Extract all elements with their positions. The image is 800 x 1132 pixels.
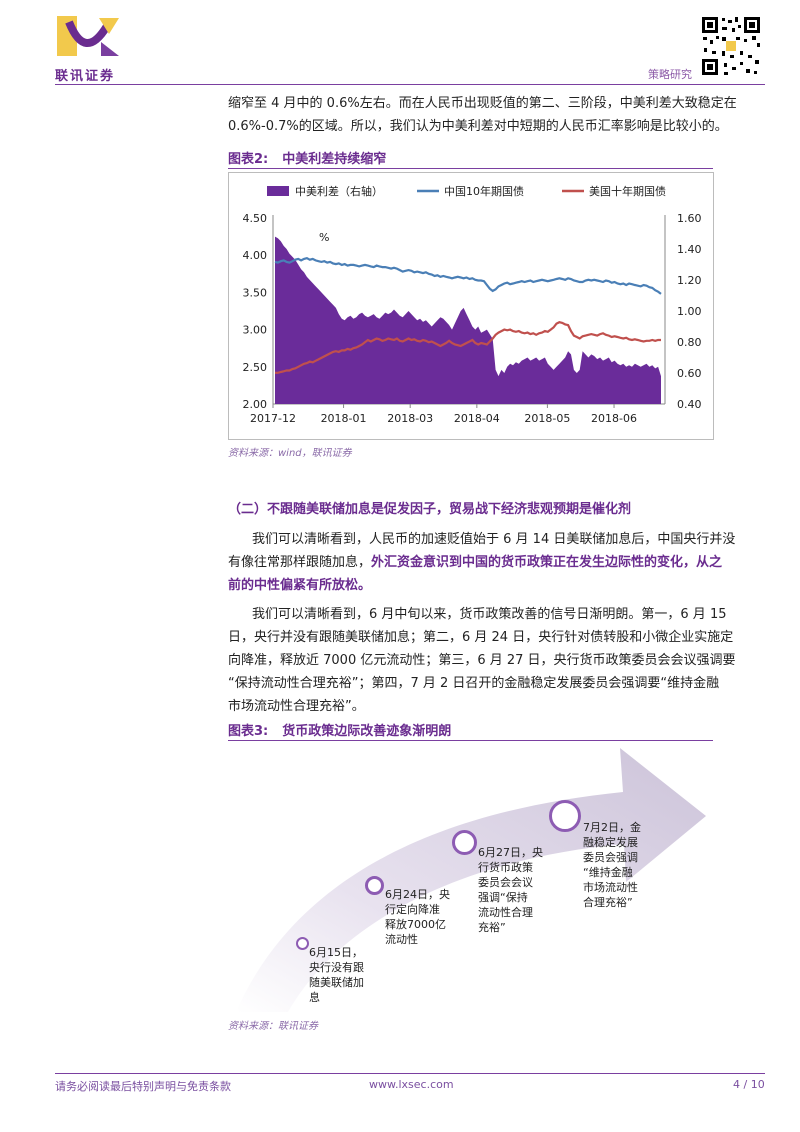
figure3-title-rule <box>228 740 713 741</box>
company-logo <box>55 12 121 64</box>
x-tick-label: 2018-05 <box>524 412 570 425</box>
y-left-tick-label: 2.50 <box>243 361 268 374</box>
intro-line-2: 0.6%-0.7%的区域。所以，我们认为中美利差对中短期的人民币汇率影响是比较小… <box>228 119 728 134</box>
footer-page-number: 4 / 10 <box>733 1078 765 1091</box>
section2-p1-line3: 前的中性偏紧有所放松。 <box>228 578 372 593</box>
y-right-tick-label: 1.00 <box>677 305 702 318</box>
section2-p1-line2: 有像往常那样跟随加息，外汇资金意识到中国的货币政策正在发生边际性的变化，从之 <box>228 551 722 574</box>
figure3-source: 资料来源：联讯证券 <box>228 1021 318 1032</box>
timeline-diagram <box>228 744 713 1012</box>
legend-label-us: 美国十年期国债 <box>589 184 666 198</box>
y-left-tick-label: 3.50 <box>243 286 268 299</box>
figure2-source: 资料来源：wind，联讯证券 <box>228 448 352 459</box>
header-rule <box>55 84 765 85</box>
chart-svg: 中美利差（右轴） 中国10年期国债 美国十年期国债 % 2.00 2.50 3.00… <box>243 184 702 425</box>
y-right-tick-label: 1.60 <box>677 212 702 225</box>
timeline-event-4: 7月2日，金 融稳定发展 委员会强调 “维持金融 市场流动性 合理充裕” <box>583 821 641 909</box>
timeline-marker-3 <box>452 830 477 855</box>
y-right-tick-label: 0.60 <box>677 367 702 380</box>
section2-heading: （二）不跟随美联储加息是促发因子，贸易战下经济悲观预期是催化剂 <box>228 502 632 517</box>
x-tick-label: 2018-01 <box>321 412 367 425</box>
y-left-tick-label: 4.00 <box>243 249 268 262</box>
figure2-number: 图表2: <box>228 152 269 167</box>
x-tick-label: 2017-12 <box>250 412 296 425</box>
y-right-tick-label: 0.80 <box>677 336 702 349</box>
timeline-marker-2 <box>365 876 384 895</box>
timeline-marker-4 <box>549 800 581 832</box>
qr-code <box>700 15 762 77</box>
timeline-arrow <box>236 748 706 1012</box>
figure2-title: 图表2: 中美利差持续缩窄 <box>228 148 386 167</box>
figure3-number: 图表3: <box>228 724 269 739</box>
section2-p1-highlight: 外汇资金意识到中国的货币政策正在发生边际性的变化，从之 <box>371 555 723 570</box>
timeline-marker-1 <box>296 937 309 950</box>
series-area-spread <box>275 236 661 404</box>
section-label: 策略研究 <box>648 68 692 81</box>
section2-p1-line2-a: 有像往常那样跟随加息， <box>228 555 372 570</box>
x-tick-label: 2018-06 <box>591 412 637 425</box>
legend-swatch-spread <box>267 186 289 196</box>
section2-p2-line5: 市场流动性合理充裕”。 <box>228 699 365 714</box>
section2-p2-line2: 日，央行并没有跟随美联储加息；第二，6 月 24 日，央行针对债转股和小微企业实… <box>228 630 734 645</box>
legend-label-spread: 中美利差（右轴） <box>295 184 383 198</box>
series-line-us-10y <box>275 321 661 374</box>
figure3-caption: 货币政策边际改善迹象渐明朗 <box>282 724 452 739</box>
legend-label-china: 中国10年期国债 <box>444 184 524 198</box>
footer-url[interactable]: www.lxsec.com <box>369 1078 454 1091</box>
section2-p2-line4: “保持流动性合理充裕”；第四，7 月 2 日召开的金融稳定发展委员会强调要“维持… <box>228 676 720 691</box>
y-left-tick-label: 4.50 <box>243 212 268 225</box>
y-left-tick-label: 3.00 <box>243 324 268 337</box>
intro-line-1: 缩窄至 4 月中的 0.6%左右。而在人民币出现贬值的第二、三阶段，中美利差大致… <box>228 96 737 111</box>
y-right-tick-label: 0.40 <box>677 398 702 411</box>
y-right-tick-label: 1.40 <box>677 243 702 256</box>
x-tick-label: 2018-03 <box>387 412 433 425</box>
y-unit-label: % <box>319 231 329 244</box>
footer-rule <box>55 1073 765 1074</box>
logo-text: 联讯证券 <box>55 69 116 84</box>
y-left-tick-label: 2.00 <box>243 398 268 411</box>
figure2-caption: 中美利差持续缩窄 <box>282 152 387 167</box>
spread-chart: 中美利差（右轴） 中国10年期国债 美国十年期国债 % 2.00 2.50 3.00… <box>228 172 714 440</box>
section2-p2-line3: 向降准，释放近 7000 亿元流动性；第三，6 月 27 日，央行货币政策委员会… <box>228 653 736 668</box>
footer-disclaimer: 请务必阅读最后特别声明与免责条款 <box>55 1080 231 1093</box>
x-tick-label: 2018-04 <box>454 412 500 425</box>
section2-p2-line1: 我们可以清晰看到，6 月中旬以来，货币政策改善的信号日渐明朗。第一，6 月 15 <box>252 607 727 622</box>
y-right-tick-label: 1.20 <box>677 274 702 287</box>
section2-p1-line1: 我们可以清晰看到，人民币的加速贬值始于 6 月 14 日美联储加息后，中国央行并… <box>252 532 736 547</box>
series-line-china-10y <box>274 257 662 295</box>
timeline-event-3: 6月27日，央 行货币政策 委员会会议 强调“保持 流动性合理 充裕” <box>478 846 543 934</box>
figure3-title: 图表3: 货币政策边际改善迹象渐明朗 <box>228 720 451 739</box>
timeline-event-1: 6月15日， 央行没有跟 随美联储加 息 <box>309 946 364 1004</box>
timeline-event-2: 6月24日，央 行定向降准 释放7000亿 流动性 <box>385 888 450 946</box>
figure2-title-rule <box>228 168 713 169</box>
